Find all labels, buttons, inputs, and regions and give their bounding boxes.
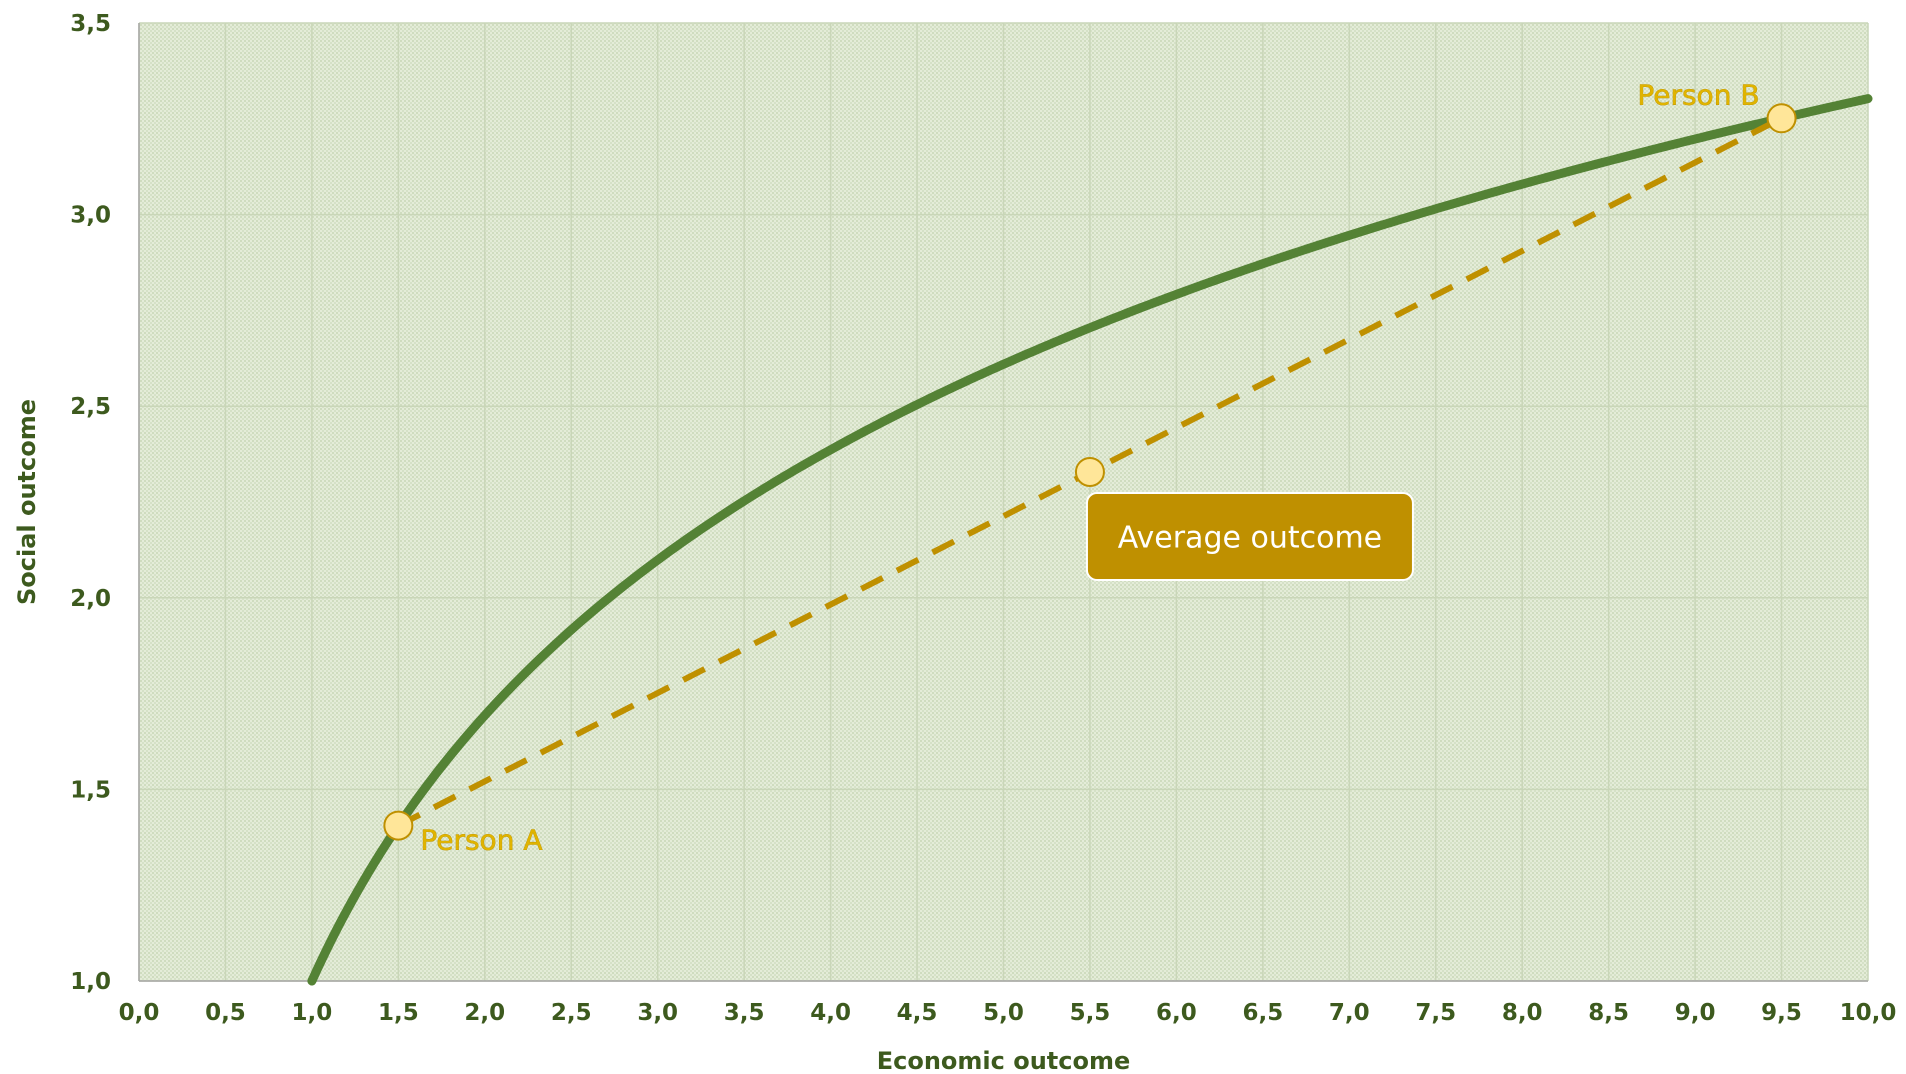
x-axis-title: Economic outcome xyxy=(877,1047,1131,1074)
data-point xyxy=(1766,103,1797,134)
x-tick-label: 8,0 xyxy=(1502,1000,1543,1026)
point-label: Person A xyxy=(420,824,542,857)
x-tick-label: 4,0 xyxy=(810,1000,851,1026)
y-tick-label: 1,0 xyxy=(70,969,111,995)
x-tick-label: 5,5 xyxy=(1070,1000,1111,1026)
x-tick-label: 10,0 xyxy=(1840,1000,1897,1026)
x-tick-label: 2,0 xyxy=(464,1000,505,1026)
x-tick-label: 7,5 xyxy=(1415,1000,1456,1026)
y-tick-label: 3,0 xyxy=(70,203,111,229)
axes xyxy=(138,23,1868,982)
x-tick-label: 5,0 xyxy=(983,1000,1024,1026)
annotation-text: Average outcome xyxy=(1118,520,1382,555)
y-tick-label: 2,0 xyxy=(70,586,111,612)
x-tick-labels: 0,0 0,5 1,0 1,5 2,0 2,5 3,0 3,5 4,0 4,5 5,0 5,5 6,0 6… xyxy=(119,1000,1897,1026)
x-tick-label: 9,0 xyxy=(1675,1000,1716,1026)
y-axis-title: Social outcome xyxy=(13,399,41,605)
data-point xyxy=(1074,456,1105,487)
y-tick-label: 3,5 xyxy=(70,11,111,37)
x-tick-label: 7,0 xyxy=(1329,1000,1370,1026)
x-tick-label: 6,5 xyxy=(1242,1000,1283,1026)
x-tick-label: 3,5 xyxy=(724,1000,765,1026)
data-point xyxy=(383,810,414,841)
annotation-box xyxy=(1085,491,1414,581)
x-tick-label: 3,0 xyxy=(637,1000,678,1026)
x-tick-label: 8,5 xyxy=(1588,1000,1629,1026)
x-tick-label: 1,5 xyxy=(378,1000,419,1026)
x-tick-label: 0,0 xyxy=(119,1000,160,1026)
y-tick-label: 2,5 xyxy=(70,394,111,420)
x-tick-label: 1,0 xyxy=(292,1000,333,1026)
x-tick-label: 4,5 xyxy=(897,1000,938,1026)
point-label: Person B xyxy=(1637,78,1759,111)
x-tick-label: 6,0 xyxy=(1156,1000,1197,1026)
y-tick-label: 1,5 xyxy=(70,777,111,803)
x-tick-label: 2,5 xyxy=(551,1000,592,1026)
data-points: Person A Person B xyxy=(383,78,1797,857)
x-tick-label: 9,5 xyxy=(1761,1000,1802,1026)
average-outcome-annotation: Average outcome xyxy=(1085,491,1414,581)
y-tick-labels: 1,0 1,5 2,0 2,5 3,0 3,5 xyxy=(70,11,111,995)
x-tick-label: 0,5 xyxy=(205,1000,246,1026)
series-curve xyxy=(307,94,1873,986)
